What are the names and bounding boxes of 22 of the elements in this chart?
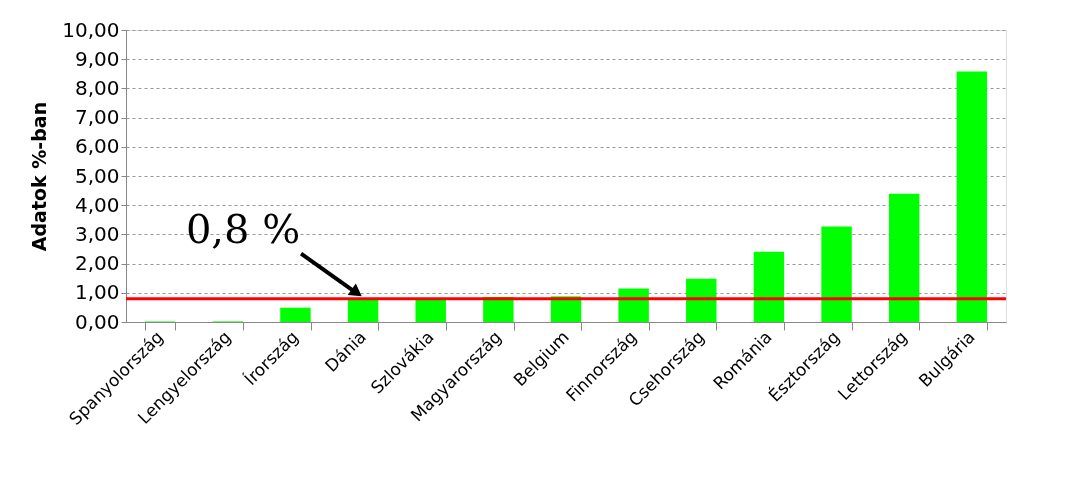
y-tick-label: 0,00 bbox=[74, 309, 120, 334]
bar bbox=[415, 299, 446, 322]
bar bbox=[347, 298, 379, 322]
y-axis-title: Adatok %-ban bbox=[28, 101, 51, 252]
bar bbox=[686, 278, 717, 322]
y-tick-label: 3,00 bbox=[74, 221, 120, 246]
bar bbox=[821, 226, 852, 322]
y-tick-label: 7,00 bbox=[74, 105, 120, 130]
bar bbox=[888, 193, 920, 322]
y-tick-label: 10,00 bbox=[62, 17, 120, 42]
bar bbox=[280, 307, 311, 322]
y-tick-label: 8,00 bbox=[74, 75, 120, 100]
annotation: 0,8 % bbox=[185, 205, 301, 252]
y-tick-label: 1,00 bbox=[74, 280, 120, 305]
bar bbox=[956, 71, 988, 322]
y-tick-label: 4,00 bbox=[74, 192, 120, 217]
bar bbox=[753, 251, 785, 322]
y-tick-label: 9,00 bbox=[74, 46, 120, 71]
y-tick-label: 5,00 bbox=[74, 163, 120, 188]
y-tick-label: 6,00 bbox=[74, 134, 120, 159]
y-tick-label: 2,00 bbox=[74, 251, 120, 276]
bar bbox=[618, 288, 649, 322]
